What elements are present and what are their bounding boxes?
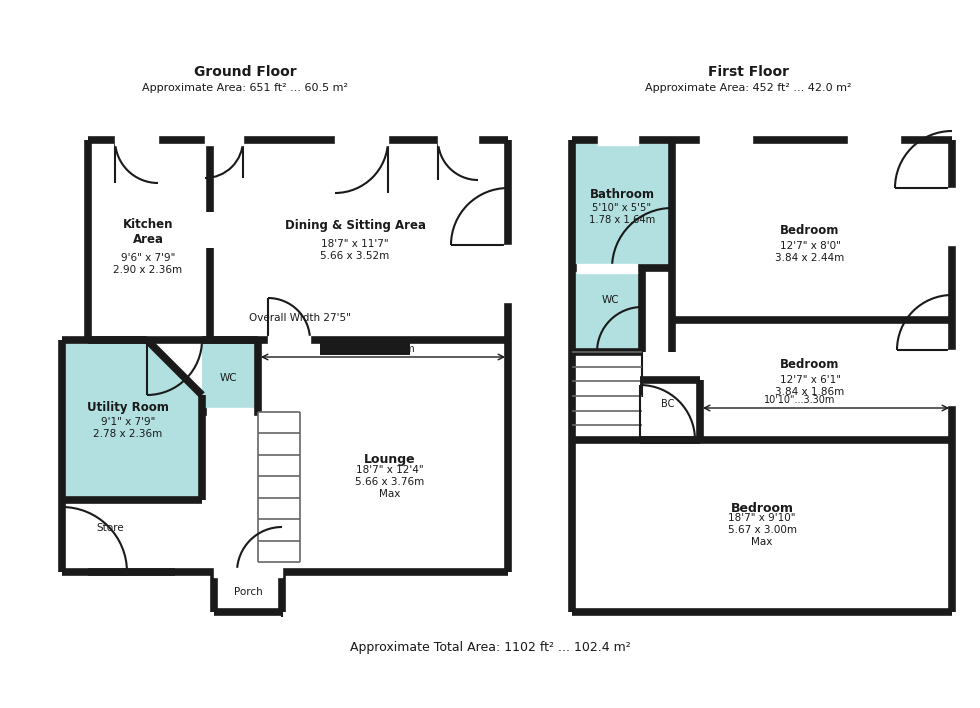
Text: Ground Floor: Ground Floor xyxy=(194,65,296,79)
Bar xyxy=(572,268,642,352)
Text: 18'7" x 9'10"
5.67 x 3.00m
Max: 18'7" x 9'10" 5.67 x 3.00m Max xyxy=(727,513,797,547)
Text: Porch: Porch xyxy=(233,587,263,597)
Text: Bedroom: Bedroom xyxy=(780,224,840,236)
Text: 18'7" x 11'7"
5.66 x 3.52m: 18'7" x 11'7" 5.66 x 3.52m xyxy=(320,239,390,261)
Text: Approximate Area: 452 ft² ... 42.0 m²: Approximate Area: 452 ft² ... 42.0 m² xyxy=(645,83,852,93)
Text: Lounge: Lounge xyxy=(365,454,416,467)
Text: 15'5"...4.70m: 15'5"...4.70m xyxy=(350,344,416,354)
Text: 5'10" x 5'5"
1.78 x 1.64m: 5'10" x 5'5" 1.78 x 1.64m xyxy=(589,203,655,225)
Text: WC: WC xyxy=(220,373,237,383)
Text: 9'1" x 7'9"
2.78 x 2.36m: 9'1" x 7'9" 2.78 x 2.36m xyxy=(93,417,163,439)
Text: Bathroom: Bathroom xyxy=(590,188,655,200)
Polygon shape xyxy=(62,340,202,500)
Text: Approximate Total Area: 1102 ft² ... 102.4 m²: Approximate Total Area: 1102 ft² ... 102… xyxy=(350,641,630,654)
Bar xyxy=(202,340,258,412)
Text: Kitchen
Area: Kitchen Area xyxy=(122,218,173,246)
Text: 12'7" x 8'0"
3.84 x 2.44m: 12'7" x 8'0" 3.84 x 2.44m xyxy=(775,241,845,263)
Text: Overall Width 27'5": Overall Width 27'5" xyxy=(249,313,351,323)
Text: Utility Room: Utility Room xyxy=(87,401,169,414)
Bar xyxy=(320,337,410,355)
Text: 10'10"...3.30m: 10'10"...3.30m xyxy=(764,395,836,405)
Text: Bedroom: Bedroom xyxy=(780,358,840,370)
Text: Dining & Sitting Area: Dining & Sitting Area xyxy=(284,219,425,232)
Text: Approximate Area: 651 ft² ... 60.5 m²: Approximate Area: 651 ft² ... 60.5 m² xyxy=(142,83,348,93)
Text: BC: BC xyxy=(662,399,674,409)
Text: 9'6" x 7'9"
2.90 x 2.36m: 9'6" x 7'9" 2.90 x 2.36m xyxy=(114,253,182,275)
Text: Store: Store xyxy=(96,523,123,533)
Text: First Floor: First Floor xyxy=(708,65,789,79)
Text: 18'7" x 12'4"
5.66 x 3.76m
Max: 18'7" x 12'4" 5.66 x 3.76m Max xyxy=(356,465,424,498)
Text: Bedroom: Bedroom xyxy=(730,501,794,515)
Bar xyxy=(572,140,672,268)
Text: 12'7" x 6'1"
3.84 x 1.86m: 12'7" x 6'1" 3.84 x 1.86m xyxy=(775,375,845,396)
Text: WC: WC xyxy=(601,295,618,305)
